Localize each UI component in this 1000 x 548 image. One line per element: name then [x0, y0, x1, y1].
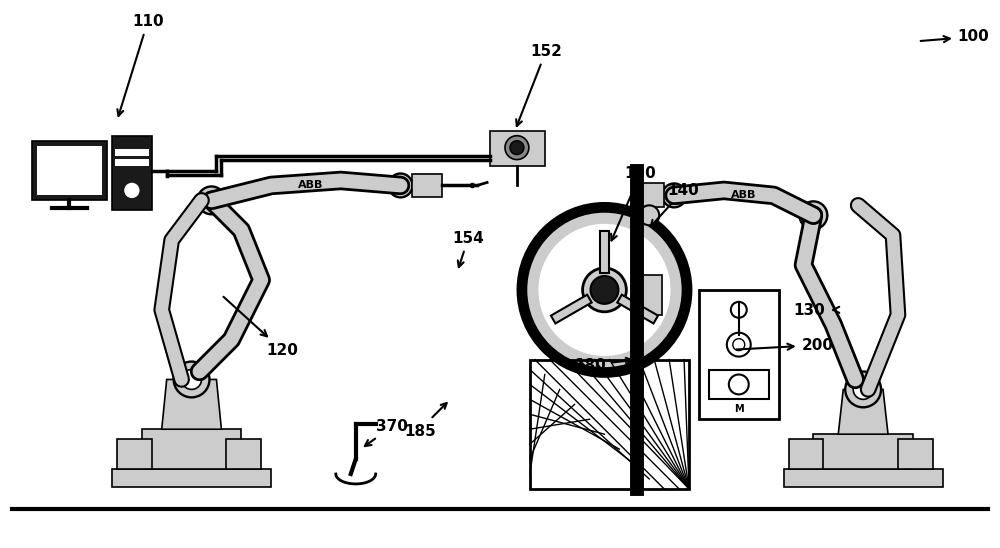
Circle shape: [799, 201, 827, 229]
Circle shape: [591, 276, 618, 304]
Text: M: M: [734, 404, 744, 414]
Circle shape: [733, 339, 745, 351]
Circle shape: [729, 374, 749, 395]
Circle shape: [662, 184, 686, 207]
Circle shape: [845, 372, 881, 407]
Polygon shape: [813, 434, 913, 469]
Polygon shape: [838, 390, 888, 434]
Polygon shape: [112, 136, 152, 210]
Text: 120: 120: [223, 297, 298, 358]
Polygon shape: [142, 429, 241, 469]
Polygon shape: [898, 439, 933, 469]
Polygon shape: [637, 275, 662, 315]
Circle shape: [510, 141, 524, 155]
Polygon shape: [162, 379, 221, 429]
Polygon shape: [115, 149, 149, 156]
Circle shape: [182, 369, 202, 390]
Text: 140: 140: [651, 184, 699, 226]
Text: 180: 180: [575, 357, 632, 373]
Polygon shape: [784, 469, 943, 487]
Text: 370: 370: [365, 419, 408, 446]
Text: ABB: ABB: [731, 190, 756, 201]
Text: 152: 152: [516, 44, 562, 126]
Circle shape: [639, 206, 659, 225]
Circle shape: [727, 333, 751, 357]
Circle shape: [125, 184, 139, 197]
Circle shape: [174, 362, 209, 397]
Polygon shape: [226, 439, 261, 469]
Polygon shape: [634, 184, 664, 207]
Text: 110: 110: [117, 14, 164, 116]
Text: 200: 200: [737, 338, 833, 352]
Polygon shape: [789, 439, 823, 469]
Polygon shape: [115, 158, 149, 165]
Circle shape: [505, 136, 529, 159]
Circle shape: [389, 174, 412, 197]
Polygon shape: [32, 141, 107, 201]
Text: 130: 130: [794, 303, 839, 318]
Text: ABB: ABB: [298, 180, 324, 191]
Circle shape: [731, 302, 747, 318]
Circle shape: [583, 268, 626, 312]
Polygon shape: [37, 146, 102, 196]
Polygon shape: [112, 469, 271, 487]
Text: 185: 185: [405, 424, 436, 439]
Circle shape: [853, 379, 873, 399]
Polygon shape: [709, 369, 769, 399]
Text: 154: 154: [452, 231, 484, 267]
Text: 100: 100: [921, 29, 989, 44]
Circle shape: [198, 186, 225, 214]
Polygon shape: [412, 174, 442, 197]
Polygon shape: [490, 131, 545, 165]
Polygon shape: [699, 290, 779, 419]
Polygon shape: [117, 439, 152, 469]
Text: 190: 190: [611, 167, 656, 241]
